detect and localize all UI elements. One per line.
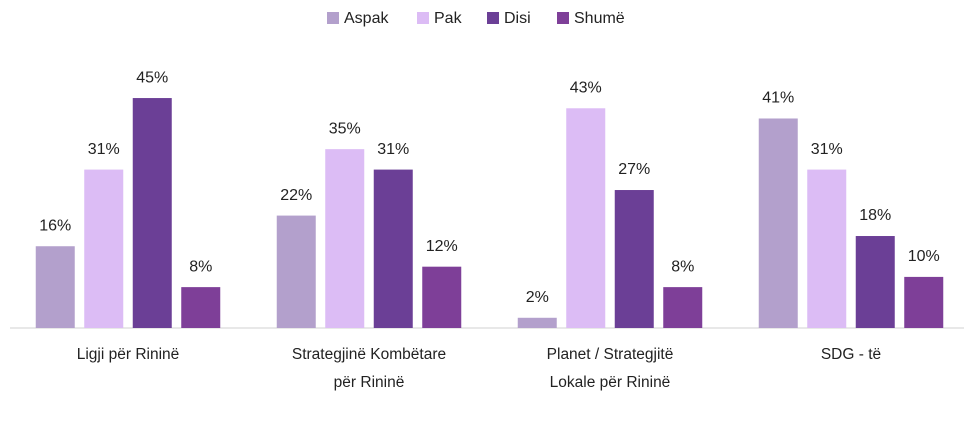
x-tick-label: SDG - të	[820, 346, 882, 363]
legend-label: Pak	[434, 10, 463, 27]
data-label: 41%	[762, 90, 794, 107]
legend-swatch	[557, 12, 569, 24]
bar	[614, 190, 654, 328]
data-label: 31%	[811, 141, 843, 158]
legend-swatch	[417, 12, 429, 24]
data-label: 43%	[570, 79, 602, 96]
data-label: 27%	[618, 161, 650, 178]
data-label: 16%	[39, 217, 71, 234]
bar	[276, 215, 316, 328]
bar	[566, 108, 606, 329]
data-label: 2%	[526, 289, 549, 306]
data-label: 35%	[329, 120, 361, 137]
data-label: 31%	[377, 141, 409, 158]
bar	[181, 287, 221, 328]
bar	[758, 118, 798, 329]
legend-swatch	[327, 12, 339, 24]
bar	[663, 287, 703, 328]
legend-label: Aspak	[344, 10, 389, 27]
bar	[132, 98, 172, 328]
bar	[855, 236, 895, 328]
data-label: 45%	[136, 69, 168, 86]
x-tick-label: Strategjinë Kombëtare për Rininë	[291, 346, 447, 391]
bar	[807, 169, 847, 328]
bar	[35, 246, 75, 328]
data-label: 18%	[859, 207, 891, 224]
bar	[422, 266, 462, 328]
data-label: 12%	[426, 238, 458, 255]
bar	[517, 317, 557, 328]
x-tick-label: Planet / Strategjitë Lokale për Rininë	[546, 346, 674, 391]
x-tick-label: Ligji për Rininë	[76, 346, 180, 363]
data-label: 31%	[88, 141, 120, 158]
legend-label: Shumë	[574, 10, 625, 27]
legend-swatch	[487, 12, 499, 24]
bar	[904, 276, 944, 328]
bar	[373, 169, 413, 328]
bar	[325, 149, 365, 328]
legend-label: Disi	[504, 10, 531, 27]
data-label: 8%	[189, 258, 212, 275]
data-label: 22%	[280, 187, 312, 204]
data-label: 10%	[908, 248, 940, 265]
bar	[84, 169, 124, 328]
data-label: 8%	[671, 258, 694, 275]
